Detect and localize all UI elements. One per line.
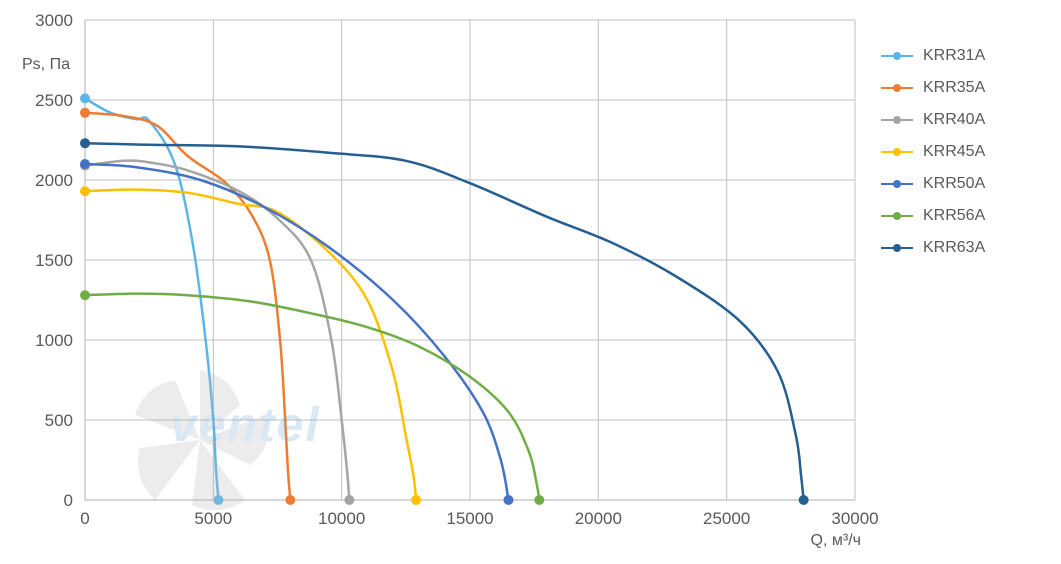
legend-item: KRR40A: [881, 104, 1041, 136]
legend-marker: [881, 176, 913, 192]
legend-label: KRR35A: [923, 79, 985, 97]
svg-text:1000: 1000: [35, 331, 73, 350]
legend-item: KRR35A: [881, 72, 1041, 104]
legend-item: KRR63A: [881, 232, 1041, 264]
legend-marker: [881, 48, 913, 64]
svg-text:3000: 3000: [35, 11, 73, 30]
legend-label: KRR63A: [923, 239, 985, 257]
legend-label: KRR31A: [923, 47, 985, 65]
legend-item: KRR45A: [881, 136, 1041, 168]
legend-label: KRR40A: [923, 111, 985, 129]
y-axis-label: Ps, Па: [22, 56, 70, 74]
legend-marker: [881, 208, 913, 224]
svg-text:20000: 20000: [575, 509, 622, 528]
fan-performance-chart: ventel 050001000015000200002500030000050…: [0, 0, 1061, 564]
legend-marker: [881, 112, 913, 128]
legend-label: KRR56A: [923, 207, 985, 225]
x-axis-label: Q, м³/ч: [811, 532, 861, 550]
legend-label: KRR45A: [923, 143, 985, 161]
legend-marker: [881, 240, 913, 256]
svg-text:2000: 2000: [35, 171, 73, 190]
svg-text:5000: 5000: [194, 509, 232, 528]
svg-text:10000: 10000: [318, 509, 365, 528]
legend-label: KRR50A: [923, 175, 985, 193]
svg-text:25000: 25000: [703, 509, 750, 528]
legend-item: KRR31A: [881, 40, 1041, 72]
svg-text:1500: 1500: [35, 251, 73, 270]
chart-legend: KRR31A KRR35A KRR40A KRR45A KRR50A KRR56A KRR6…: [881, 40, 1041, 264]
svg-text:500: 500: [45, 411, 73, 430]
svg-text:15000: 15000: [446, 509, 493, 528]
legend-item: KRR56A: [881, 200, 1041, 232]
svg-text:2500: 2500: [35, 91, 73, 110]
svg-text:30000: 30000: [831, 509, 878, 528]
legend-marker: [881, 80, 913, 96]
svg-text:0: 0: [64, 491, 73, 510]
legend-item: KRR50A: [881, 168, 1041, 200]
svg-text:0: 0: [80, 509, 89, 528]
legend-marker: [881, 144, 913, 160]
